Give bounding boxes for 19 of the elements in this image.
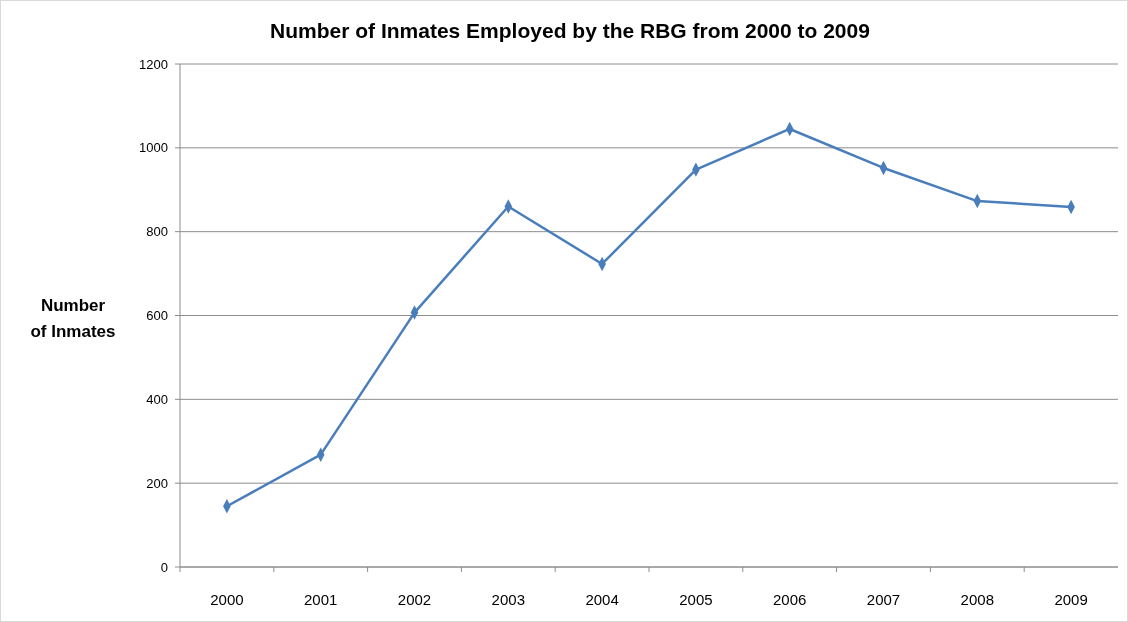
x-tick-label: 2005 [679, 591, 713, 608]
y-tick-label: 800 [146, 224, 168, 240]
y-tick-label: 1000 [139, 140, 168, 156]
chart-title: Number of Inmates Employed by the RBG from 2000 to 2009 [270, 19, 870, 42]
y-tick-label: 1200 [139, 56, 168, 72]
y-tick-label: 600 [146, 308, 168, 324]
x-tick-label: 2001 [304, 591, 338, 608]
x-tick-label: 2007 [866, 591, 901, 608]
y-tick-label: 200 [146, 475, 168, 491]
x-tick-label: 2004 [585, 591, 619, 608]
x-tick-label: 2003 [491, 591, 525, 608]
y-tick-label: 0 [160, 559, 168, 575]
x-tick-label: 2006 [773, 591, 807, 608]
x-tick-label: 2000 [210, 591, 244, 608]
x-tick-label: 2008 [960, 591, 994, 608]
x-tick-label: 2002 [397, 591, 432, 608]
y-tick-label: 400 [146, 391, 168, 407]
x-tick-label: 2009 [1054, 591, 1088, 608]
y-axis-title: Number of Inmates [30, 296, 116, 341]
